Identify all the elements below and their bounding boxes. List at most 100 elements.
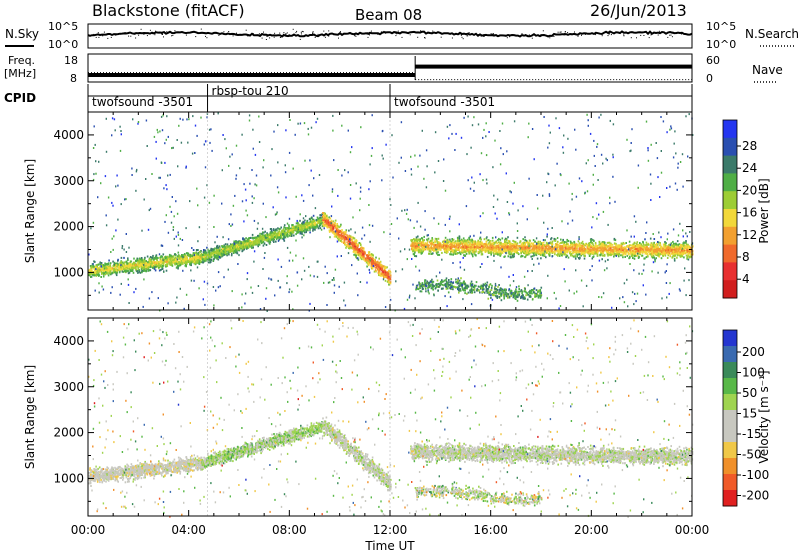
nsearch-point — [265, 39, 267, 40]
scatter-cell — [139, 261, 141, 264]
scatter-cell — [238, 244, 240, 246]
scatter-cell — [272, 237, 274, 240]
scatter-cell — [279, 227, 281, 230]
scatter-cell — [316, 221, 319, 224]
scatter-cell — [301, 229, 303, 232]
nsearch-point — [261, 37, 263, 39]
nsearch-point — [673, 33, 675, 35]
scatter-cell — [184, 264, 187, 267]
scatter-cell — [262, 234, 264, 236]
scatter-cell — [91, 266, 93, 269]
scatter-cell — [182, 260, 185, 263]
scatter-cell — [262, 240, 265, 243]
scatter-cell — [372, 254, 374, 257]
nsearch-point — [350, 33, 352, 35]
nsearch-point — [478, 34, 480, 36]
scatter-cell — [132, 263, 135, 266]
scatter-cell — [252, 246, 254, 249]
scatter-cell — [312, 229, 314, 232]
scatter-cell — [209, 256, 211, 259]
scatter-cell — [285, 231, 288, 234]
nsearch-point — [608, 33, 610, 35]
scatter-cell — [144, 263, 146, 266]
scatter-cell — [304, 219, 306, 222]
scatter-cell — [140, 267, 143, 270]
scatter-cell — [273, 233, 276, 236]
scatter-cell — [360, 256, 363, 259]
scatter-cell — [114, 266, 117, 269]
scatter-cell — [127, 262, 130, 265]
nsearch-point — [524, 34, 526, 36]
scatter-cell — [450, 253, 453, 256]
scatter-cell — [94, 266, 97, 268]
scatter-cell — [286, 234, 288, 237]
nsearch-point — [396, 33, 398, 35]
scatter-cell — [242, 249, 244, 252]
scatter-cell — [261, 235, 264, 238]
nsearch-point — [134, 33, 136, 35]
scatter-cell — [611, 243, 614, 246]
scatter-cell — [180, 261, 183, 263]
scatter-cell — [223, 248, 225, 251]
scatter-cell — [195, 249, 198, 251]
scatter-cell — [208, 256, 210, 259]
scatter-cell — [96, 267, 98, 269]
scatter-cell — [191, 260, 194, 263]
scatter-cell — [198, 262, 201, 265]
scatter-cell — [111, 267, 114, 270]
scatter-cell — [340, 239, 342, 242]
scatter-cell — [189, 253, 191, 256]
cpid-segment-label: twofsound -3501 — [92, 95, 193, 109]
scatter-cell — [508, 240, 511, 243]
nsearch-point — [312, 31, 314, 33]
scatter-cell — [226, 249, 228, 252]
scatter-cell — [159, 265, 161, 268]
scatter-cell — [95, 270, 98, 273]
scatter-cell — [242, 241, 245, 244]
scatter-cell — [213, 249, 215, 252]
nsearch-point — [166, 31, 168, 33]
scatter-cell — [356, 247, 359, 250]
scatter-cell — [106, 266, 109, 268]
scatter-cell — [288, 226, 290, 228]
scatter-cell — [156, 264, 159, 267]
nsearch-point — [564, 31, 566, 33]
scatter-cell — [179, 257, 182, 259]
scatter-cell — [122, 261, 124, 264]
scatter-cell — [155, 254, 158, 257]
scatter-cell — [217, 258, 220, 261]
scatter-cell — [199, 260, 202, 263]
scatter-cell — [227, 252, 229, 254]
scatter-cell — [361, 258, 363, 261]
scatter-cell — [314, 226, 316, 229]
scatter-cell — [192, 253, 195, 256]
nsearch-point — [302, 31, 304, 33]
scatter-cell — [140, 271, 143, 274]
scatter-cell — [246, 242, 249, 245]
scatter-cell — [311, 226, 314, 229]
scatter-cell — [145, 265, 148, 268]
scatter-cell — [353, 250, 355, 253]
nave-right-tick-bottom: 0 — [706, 72, 713, 85]
scatter-cell — [135, 265, 138, 268]
scatter-cell — [90, 272, 93, 275]
scatter-cell — [105, 267, 108, 270]
freq-segment — [415, 64, 692, 69]
scatter-cell — [299, 219, 301, 222]
scatter-cell — [214, 250, 217, 253]
scatter-cell — [130, 266, 133, 269]
scatter-cell — [184, 254, 187, 257]
scatter-cell — [262, 231, 264, 234]
scatter-cell — [189, 255, 191, 258]
scatter-cell — [190, 256, 192, 259]
scatter-cell — [172, 255, 175, 258]
scatter-cell — [354, 243, 356, 246]
scatter-cell — [421, 237, 424, 240]
scatter-cell — [115, 262, 117, 265]
scatter-cell — [104, 266, 107, 268]
scatter-cell — [104, 271, 107, 274]
scatter-cell — [275, 240, 277, 243]
scatter-cell — [110, 273, 112, 276]
scatter-cell — [185, 252, 188, 255]
nsearch-point — [547, 36, 549, 38]
